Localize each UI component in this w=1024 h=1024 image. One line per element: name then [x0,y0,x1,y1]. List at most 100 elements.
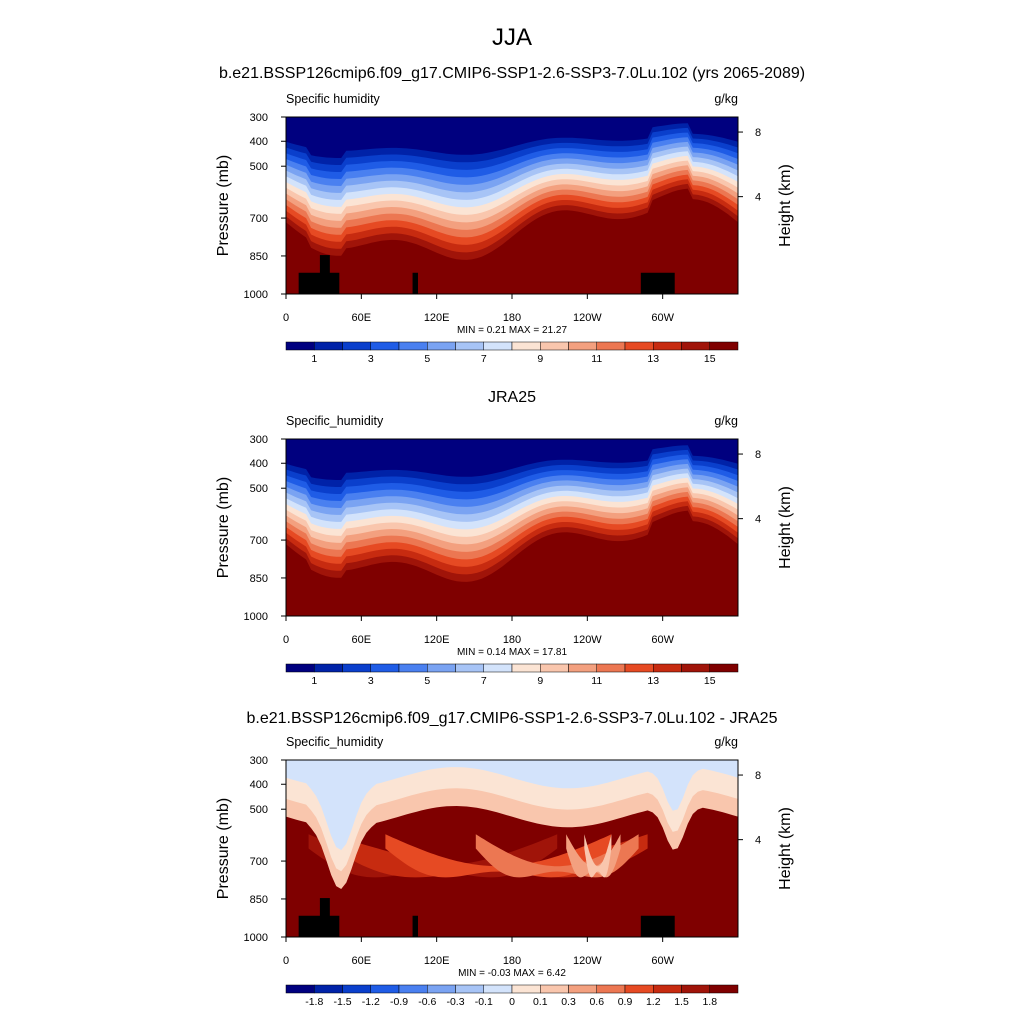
colorbar-swatch [624,984,654,994]
colorbar-label: 1.8 [702,996,717,1008]
colorbar-swatch [285,663,315,673]
colorbar-swatch [568,341,597,351]
colorbar-label: 3 [368,353,374,365]
y-tick-label: 850 [250,251,268,263]
y-tick-label: 300 [250,112,268,124]
colorbar-swatch [624,341,654,351]
colorbar-label: 9 [537,675,543,687]
orography-block [640,272,675,294]
colorbar-swatch [681,663,710,673]
colorbar-label: 7 [481,675,487,687]
chart-panel-1: b.e21.BSSP126cmip6.f09_g17.CMIP6-SSP1-2.… [215,65,805,365]
y-tick-label: 500 [250,161,268,173]
y-tick-label: 1000 [244,611,268,623]
colorbar-swatch [427,341,456,351]
colorbar-swatch [709,663,739,673]
y2-tick-label: 8 [755,127,761,139]
colorbar-swatch [370,341,400,351]
x-tick-label: 120E [424,312,450,324]
colorbar-label: 1 [311,675,317,687]
y-tick-label: 1000 [244,932,268,944]
orography-block [412,915,418,937]
contour-field [286,760,738,937]
colorbar-swatch [455,984,484,994]
colorbar-label: 13 [647,675,659,687]
colorbar-swatch [285,984,315,994]
colorbar-swatch [596,341,626,351]
y-tick-label: 700 [250,213,268,225]
colorbar-swatch [596,984,626,994]
colorbar-swatch [314,984,343,994]
colorbar-label: 15 [704,353,716,365]
y2-axis-title: Height (km) [777,164,794,247]
panel-title: b.e21.BSSP126cmip6.f09_g17.CMIP6-SSP1-2.… [247,710,778,727]
colorbar-swatch [483,663,513,673]
orography-mask [298,255,675,294]
x-tick-label: 120W [573,955,602,967]
y-tick-label: 400 [250,458,268,470]
colorbar-swatch [314,341,343,351]
panel-title: b.e21.BSSP126cmip6.f09_g17.CMIP6-SSP1-2.… [219,65,805,82]
x-tick-label: 0 [283,634,289,646]
colorbar-swatch [568,663,597,673]
colorbar: -1.8 -1.5 -1.2 -0.9 -0.6 -0.3 -0.1 0 0.1 0.3 0.6 0.… [285,984,739,1008]
contour-band [286,117,738,158]
x-tick-label: 60W [651,634,674,646]
colorbar-swatch [342,663,371,673]
colorbar-swatch [342,984,371,994]
colorbar-swatch [370,984,400,994]
colorbar-label: 0.9 [618,996,633,1008]
colorbar-swatch [285,341,315,351]
colorbar-label: 0.3 [561,996,576,1008]
contour-field [286,117,738,294]
variable-label: Specific_humidity [286,414,384,428]
y-tick-label: 500 [250,483,268,495]
units-label: g/kg [714,414,738,428]
y-tick-label: 1000 [244,289,268,301]
x-tick-label: 120W [573,634,602,646]
colorbar-label: 11 [591,675,602,687]
colorbar-label: -0.1 [475,996,493,1008]
y2-axis-title: Height (km) [777,807,794,890]
y-tick-label: 300 [250,755,268,767]
y-tick-label: 700 [250,856,268,868]
y2-axis-title: Height (km) [777,486,794,569]
colorbar-label: 11 [591,353,602,365]
colorbar-swatch [653,984,682,994]
contour-band [286,760,738,872]
x-tick-label: 60E [352,634,372,646]
colorbar-label: -0.3 [446,996,464,1008]
page-title: JJA [492,24,532,51]
colorbar-swatch [653,663,682,673]
colorbar-label: 3 [368,675,374,687]
x-tick-label: 60E [352,955,372,967]
colorbar-swatch [709,984,739,994]
colorbar: 1 3 5 7 9 11 13 15 [285,663,739,687]
contour-field [286,439,738,616]
contour-band [286,760,738,851]
colorbar-swatch [681,984,710,994]
x-tick-label: 0 [283,312,289,324]
colorbar-label: 13 [647,353,659,365]
y-axis-title: Pressure (mb) [215,477,232,578]
colorbar-label: 0 [509,996,515,1008]
colorbar-swatch [709,341,739,351]
colorbar-swatch [455,663,484,673]
x-tick-label: 60W [651,955,674,967]
units-label: g/kg [714,92,738,106]
colorbar-swatch [624,663,654,673]
units-label: g/kg [714,735,738,749]
x-tick-label: 120E [424,955,450,967]
colorbar-swatch [596,663,626,673]
colorbar-swatch [483,984,513,994]
colorbar-label: 5 [424,353,430,365]
y2-tick-label: 4 [755,192,761,204]
colorbar-label: 1.2 [646,996,661,1008]
panel-title: JRA25 [488,389,536,406]
colorbar-swatch [398,341,428,351]
orography-block [319,255,330,294]
colorbar-swatch [398,984,428,994]
colorbar-swatch [427,663,456,673]
colorbar-label: 9 [537,353,543,365]
